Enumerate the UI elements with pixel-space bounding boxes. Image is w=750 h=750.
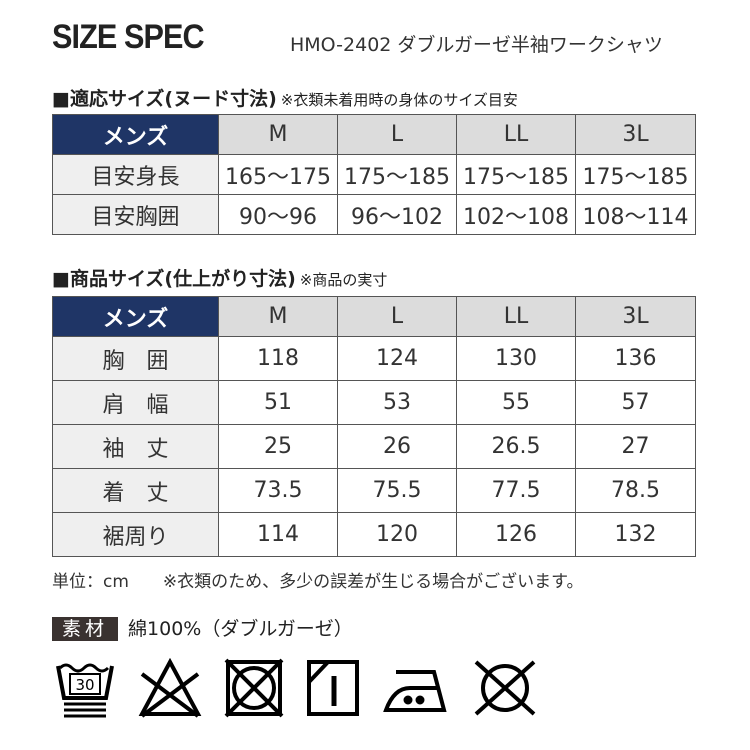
page-title: SIZE SPEC [52, 18, 205, 56]
row-label: 裾周り [52, 512, 219, 557]
header-row: メンズ M L LL 3L [52, 114, 696, 155]
cell: 175〜185 [456, 154, 576, 195]
cell: 175〜185 [337, 154, 457, 195]
cell: 27 [575, 424, 696, 469]
cell: 51 [218, 380, 338, 425]
material: 素材 綿100%（ダブルガーゼ） [52, 614, 353, 641]
cell: 114 [218, 512, 338, 557]
product-name: HMO-2402 ダブルガーゼ半袖ワークシャツ [290, 34, 663, 56]
row-label: 着 丈 [52, 468, 219, 513]
row-label: 袖 丈 [52, 424, 219, 469]
cell: 73.5 [218, 468, 338, 513]
cell: 75.5 [337, 468, 457, 513]
table-row: 肩 幅 51 53 55 57 [52, 380, 696, 425]
care-icons: 30 [54, 658, 538, 718]
nude-size-table: メンズ M L LL 3L 目安身長 165〜175 175〜185 175〜185 175〜18… [52, 114, 696, 235]
cell: M [218, 296, 338, 337]
heading-note: ※衣類未着用時の身体のサイズ目安 [280, 91, 518, 109]
wash-30-icon: 30 [56, 663, 114, 718]
row-label: メンズ [52, 114, 219, 155]
no-bleach-icon [138, 658, 202, 718]
table-row: 目安胸囲 90〜96 96〜102 102〜108 108〜114 [52, 194, 696, 235]
cell: 26 [337, 424, 457, 469]
header-row: メンズ M L LL 3L [52, 296, 696, 337]
cell: 126 [456, 512, 576, 557]
cell: 25 [218, 424, 338, 469]
cell: L [337, 296, 457, 337]
cell: 77.5 [456, 468, 576, 513]
cell: 3L [575, 296, 696, 337]
no-tumble-dry-icon [224, 658, 284, 718]
cell: LL [456, 296, 576, 337]
line-dry-shade-icon [307, 660, 359, 716]
table-row: 着 丈 73.5 75.5 77.5 78.5 [52, 468, 696, 513]
footnote: 単位：cm ※衣類のため、多少の誤差が生じる場合がございます。 [52, 567, 583, 592]
unit-text: 単位：cm [52, 572, 129, 592]
no-dry-clean-icon [474, 660, 536, 716]
heading-text: ■適応サイズ(ヌード寸法) [52, 88, 277, 110]
cell: 53 [337, 380, 457, 425]
cell: 102〜108 [456, 194, 576, 235]
cell: 90〜96 [218, 194, 338, 235]
cell: 120 [337, 512, 457, 557]
row-label: 目安身長 [52, 154, 219, 195]
cell: 78.5 [575, 468, 696, 513]
nude-size-heading: ■適応サイズ(ヌード寸法) ※衣類未着用時の身体のサイズ目安 [52, 84, 518, 111]
row-label: 目安胸囲 [52, 194, 219, 235]
cell: 108〜114 [575, 194, 696, 235]
product-size-heading: ■商品サイズ(仕上がり寸法) ※商品の実寸 [52, 264, 387, 291]
row-label: 肩 幅 [52, 380, 219, 425]
cell: LL [456, 114, 576, 155]
row-label: メンズ [52, 296, 219, 337]
cell: 175〜185 [575, 154, 696, 195]
heading-text: ■商品サイズ(仕上がり寸法) [52, 268, 296, 290]
cell: 55 [456, 380, 576, 425]
cell: 130 [456, 336, 576, 381]
cell: 136 [575, 336, 696, 381]
cell: 3L [575, 114, 696, 155]
product-size-table: メンズ M L LL 3L 胸 囲 118 124 130 136 肩 幅 51 53 55 57 袖 丈 25… [52, 296, 696, 557]
cell: 57 [575, 380, 696, 425]
table-row: 胸 囲 118 124 130 136 [52, 336, 696, 381]
material-label: 素材 [52, 617, 119, 641]
heading-note: ※商品の実寸 [299, 271, 388, 289]
cell: 124 [337, 336, 457, 381]
cell: L [337, 114, 457, 155]
cell: 118 [218, 336, 338, 381]
cell: 165〜175 [218, 154, 338, 195]
row-label: 胸 囲 [52, 336, 219, 381]
table-row: 裾周り 114 120 126 132 [52, 512, 696, 557]
disclaimer-text: ※衣類のため、多少の誤差が生じる場合がございます。 [162, 572, 584, 592]
iron-medium-icon [383, 670, 447, 712]
cell: 96〜102 [337, 194, 457, 235]
cell: 132 [575, 512, 696, 557]
svg-text:30: 30 [75, 676, 94, 694]
table-row: 袖 丈 25 26 26.5 27 [52, 424, 696, 469]
table-row: 目安身長 165〜175 175〜185 175〜185 175〜185 [52, 154, 696, 195]
cell: 26.5 [456, 424, 576, 469]
material-value: 綿100%（ダブルガーゼ） [128, 618, 353, 640]
cell: M [218, 114, 338, 155]
